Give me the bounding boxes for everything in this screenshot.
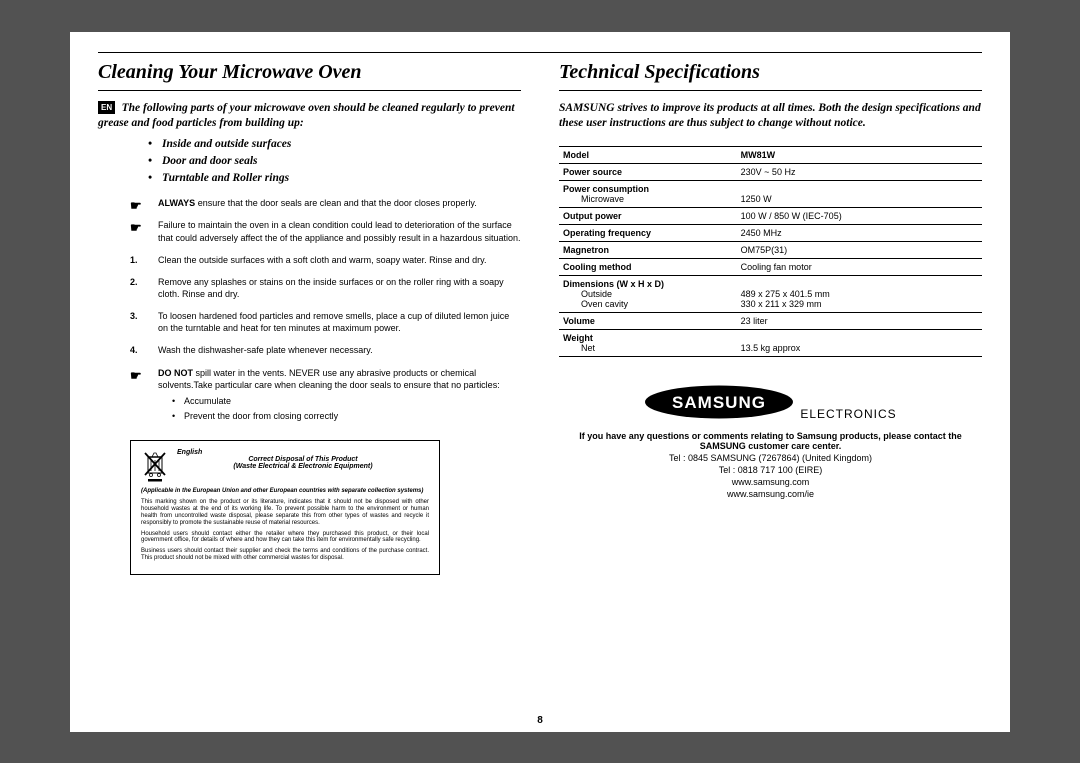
list-item: 3.To loosen hardened food particles and … [130, 310, 521, 334]
table-row: Volume23 liter [559, 312, 982, 329]
note-text: spill water in the vents. NEVER use any … [158, 368, 500, 390]
tel-eire: Tel : 0818 717 100 (EIRE) [559, 465, 982, 475]
heading-cleaning: Cleaning Your Microwave Oven [98, 61, 521, 84]
left-column: Cleaning Your Microwave Oven EN The foll… [98, 61, 521, 701]
disposal-lang: English [177, 449, 429, 456]
intro-block: EN The following parts of your microwave… [98, 101, 521, 132]
list-item: Turntable and Roller rings [148, 170, 521, 187]
table-row: Power source230V ~ 50 Hz [559, 163, 982, 180]
list-item: Accumulate [172, 395, 521, 407]
pointer-notes: ☛ ALWAYS ensure that the door seals are … [130, 197, 521, 243]
disposal-title: Correct Disposal of This Product [177, 456, 429, 463]
list-item: 4.Wash the dishwasher-safe plate wheneve… [130, 344, 521, 356]
pointer-icon: ☛ [130, 197, 142, 215]
pointer-icon: ☛ [130, 367, 142, 385]
tel-uk: Tel : 0845 SAMSUNG (7267864) (United Kin… [559, 453, 982, 463]
samsung-logo: SAMSUNG [644, 383, 794, 421]
disposal-notice-box: English Correct Disposal of This Product… [130, 440, 440, 575]
table-row: Power consumptionMicrowave1250 W [559, 180, 982, 207]
url-ie: www.samsung.com/ie [559, 489, 982, 499]
spec-table: ModelMW81WPower source230V ~ 50 HzPower … [559, 146, 982, 357]
list-item: 2.Remove any splashes or stains on the i… [130, 276, 521, 300]
two-column-layout: Cleaning Your Microwave Oven EN The foll… [98, 61, 982, 701]
table-row: WeightNet13.5 kg approx [559, 329, 982, 356]
table-row: MagnetronOM75P(31) [559, 241, 982, 258]
table-row: ModelMW81W [559, 146, 982, 163]
table-row: Cooling methodCooling fan motor [559, 258, 982, 275]
disposal-para: This marking shown on the product or its… [141, 499, 429, 527]
list-item: ☛ Failure to maintain the oven in a clea… [130, 219, 521, 243]
url-main: www.samsung.com [559, 477, 982, 487]
donot-label: DO NOT [158, 368, 193, 378]
clean-parts-list: Inside and outside surfaces Door and doo… [148, 136, 521, 188]
weee-bin-icon [141, 449, 169, 483]
note-text: Failure to maintain the oven in a clean … [158, 220, 521, 242]
heading-rule [98, 90, 521, 91]
disposal-para: Household users should contact either th… [141, 531, 429, 545]
step-text: Wash the dishwasher-safe plate whenever … [158, 345, 373, 355]
list-item: 1.Clean the outside surfaces with a soft… [130, 254, 521, 266]
disposal-applicable: (Applicable in the European Union and ot… [141, 488, 429, 495]
intro-text: The following parts of your microwave ov… [98, 102, 515, 130]
pointer-notes-2: ☛ DO NOT spill water in the vents. NEVER… [130, 367, 521, 423]
contact-note: If you have any questions or comments re… [559, 431, 982, 451]
list-item: ☛ ALWAYS ensure that the door seals are … [130, 197, 521, 209]
disposal-subtitle: (Waste Electrical & Electronic Equipment… [177, 463, 429, 470]
heading-rule [559, 90, 982, 91]
brand-sub: ELECTRONICS [800, 407, 896, 421]
disposal-header: English Correct Disposal of This Product… [141, 449, 429, 483]
manual-page: Cleaning Your Microwave Oven EN The foll… [70, 32, 1010, 732]
contact-block: If you have any questions or comments re… [559, 431, 982, 499]
table-row: Output power100 W / 850 W (IEC-705) [559, 207, 982, 224]
table-row: Operating frequency2450 MHz [559, 224, 982, 241]
table-row: Dimensions (W x H x D)OutsideOven cavity… [559, 275, 982, 312]
right-column: Technical Specifications SAMSUNG strives… [559, 61, 982, 701]
pointer-icon: ☛ [130, 219, 142, 237]
disposal-para: Business users should contact their supp… [141, 548, 429, 562]
language-tag: EN [98, 101, 115, 114]
page-number: 8 [70, 715, 1010, 726]
list-item: Inside and outside surfaces [148, 136, 521, 153]
list-item: ☛ DO NOT spill water in the vents. NEVER… [130, 367, 521, 423]
note-text: ensure that the door seals are clean and… [195, 198, 477, 208]
step-text: To loosen hardened food particles and re… [158, 311, 509, 333]
heading-specs: Technical Specifications [559, 61, 982, 84]
sub-bullet-list: Accumulate Prevent the door from closing… [172, 395, 521, 422]
list-item: Prevent the door from closing correctly [172, 410, 521, 422]
disposal-body: (Applicable in the European Union and ot… [141, 488, 429, 562]
specs-intro: SAMSUNG strives to improve its products … [559, 101, 982, 132]
numbered-steps: 1.Clean the outside surfaces with a soft… [130, 254, 521, 357]
always-label: ALWAYS [158, 198, 195, 208]
svg-text:SAMSUNG: SAMSUNG [672, 393, 766, 412]
step-text: Clean the outside surfaces with a soft c… [158, 255, 487, 265]
list-item: Door and door seals [148, 153, 521, 170]
step-text: Remove any splashes or stains on the ins… [158, 277, 504, 299]
top-rule [98, 52, 982, 53]
brand-block: SAMSUNG ELECTRONICS [559, 383, 982, 423]
